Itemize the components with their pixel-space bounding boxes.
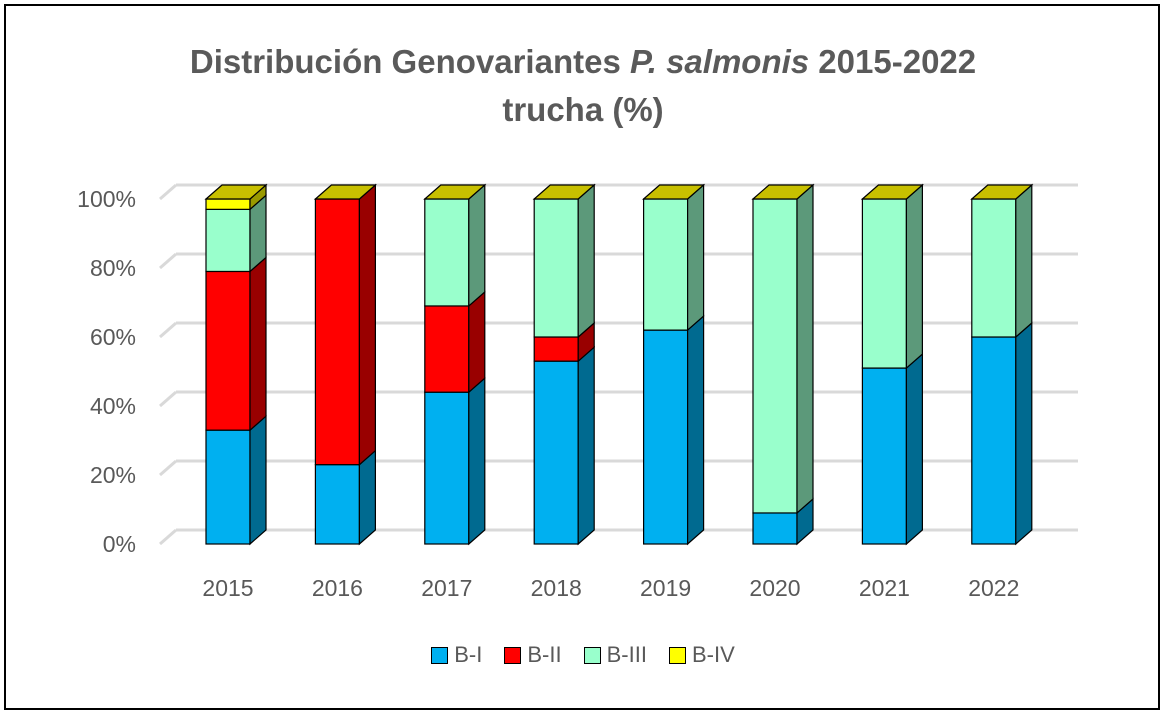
- bar-top-2015: [204, 184, 268, 200]
- bar-side-b-i-2019: [686, 314, 705, 546]
- gridline-slant: [159, 252, 177, 270]
- bar-b-ii-2015: [205, 270, 251, 431]
- x-tick-label: 2020: [749, 575, 800, 601]
- legend-swatch-b-ii: [504, 646, 522, 664]
- legend-item-b-ii: B-II: [504, 642, 562, 668]
- bar-top-2020: [751, 184, 815, 200]
- gridline-slant: [159, 390, 177, 408]
- gridline-slant: [159, 459, 177, 477]
- x-tick-label: 2021: [859, 575, 910, 601]
- chart-title: Distribución Genovariantes P. salmonis 2…: [0, 38, 1166, 134]
- bar-side-b-i-2022: [1015, 321, 1033, 546]
- bar-side-b-iii-2020: [796, 183, 814, 515]
- bar-b-i-2022: [971, 336, 1017, 545]
- bar-side-b-ii-2016: [358, 183, 376, 466]
- bar-side-b-ii-2017: [468, 290, 486, 394]
- x-tick-label: 2022: [968, 575, 1019, 601]
- bar-b-iii-2021: [861, 198, 908, 369]
- bar-top-2016: [313, 184, 377, 200]
- legend-item-b-i: B-I: [431, 642, 482, 668]
- y-tick-label: 60%: [90, 324, 136, 350]
- bar-b-i-2020: [752, 512, 798, 545]
- legend-swatch-b-iii: [583, 646, 601, 664]
- bar-side-b-i-2015: [249, 414, 267, 546]
- bar-top-2018: [532, 184, 596, 200]
- bar-top-2021: [860, 184, 924, 200]
- bar-side-b-i-2018: [577, 345, 595, 546]
- chart-title-part-1: Distribución Genovariantes: [189, 43, 630, 80]
- bar-b-i-2017: [424, 391, 470, 545]
- bar-b-i-2015: [205, 429, 251, 545]
- bar-b-iii-2018: [533, 198, 579, 338]
- chart-title-part-3: 2015-2022: [809, 43, 977, 80]
- bar-side-b-i-2016: [358, 449, 376, 546]
- bar-b-iii-2019: [642, 198, 689, 331]
- bar-side-b-ii-2015: [249, 256, 267, 432]
- bar-top-2022: [970, 184, 1034, 200]
- bar-side-b-iii-2019: [686, 183, 705, 332]
- legend-label-b-ii: B-II: [527, 642, 562, 667]
- bar-b-i-2021: [861, 367, 908, 545]
- legend-label-b-iv: B-IV: [691, 642, 735, 667]
- x-tick-label: 2017: [421, 575, 472, 601]
- legend-swatch-b-iv: [668, 646, 686, 664]
- y-tick-label: 100%: [77, 186, 136, 212]
- bar-b-i-2018: [533, 360, 579, 545]
- bar-b-iii-2022: [971, 198, 1017, 338]
- y-tick-label: 20%: [90, 462, 136, 488]
- gridline-slant: [159, 528, 177, 546]
- legend-label-b-i: B-I: [454, 642, 483, 667]
- x-tick-label: 2018: [531, 575, 582, 601]
- bar-b-ii-2018: [533, 336, 579, 362]
- bar-top-2019: [642, 184, 706, 200]
- bar-side-b-iii-2018: [577, 183, 595, 339]
- bar-b-iii-2017: [424, 198, 470, 307]
- bar-side-b-iii-2017: [468, 183, 486, 308]
- y-tick-label: 0%: [103, 531, 136, 557]
- legend-label-b-iii: B-III: [606, 642, 647, 667]
- chart-legend: B-I B-II B-III B-IV: [0, 642, 1166, 668]
- bar-b-ii-2016: [314, 198, 360, 466]
- chart-title-part-2: P. salmonis: [629, 43, 810, 80]
- y-tick-label: 80%: [90, 255, 136, 281]
- bar-side-b-iii-2021: [905, 183, 924, 370]
- bar-b-iii-2015: [205, 208, 251, 273]
- bar-b-ii-2017: [424, 305, 470, 393]
- bar-side-b-i-2017: [468, 376, 486, 546]
- y-tick-label: 40%: [90, 393, 136, 419]
- legend-item-b-iii: B-III: [583, 642, 647, 668]
- bar-b-iii-2020: [752, 198, 798, 514]
- bar-side-b-i-2021: [905, 352, 924, 546]
- gridline-slant: [159, 321, 177, 339]
- chart-title-line-2: trucha (%): [502, 91, 664, 128]
- x-tick-label: 2016: [312, 575, 363, 601]
- bar-b-i-2016: [314, 464, 360, 545]
- gridline-slant: [159, 183, 177, 201]
- bar-side-b-iii-2022: [1015, 183, 1033, 339]
- bar-top-2017: [423, 184, 487, 200]
- bar-b-iv-2015: [205, 198, 251, 210]
- x-tick-label: 2015: [202, 575, 253, 601]
- bar-b-i-2019: [642, 329, 689, 545]
- x-tick-label: 2019: [640, 575, 691, 601]
- legend-item-b-iv: B-IV: [668, 642, 735, 668]
- legend-swatch-b-i: [431, 646, 449, 664]
